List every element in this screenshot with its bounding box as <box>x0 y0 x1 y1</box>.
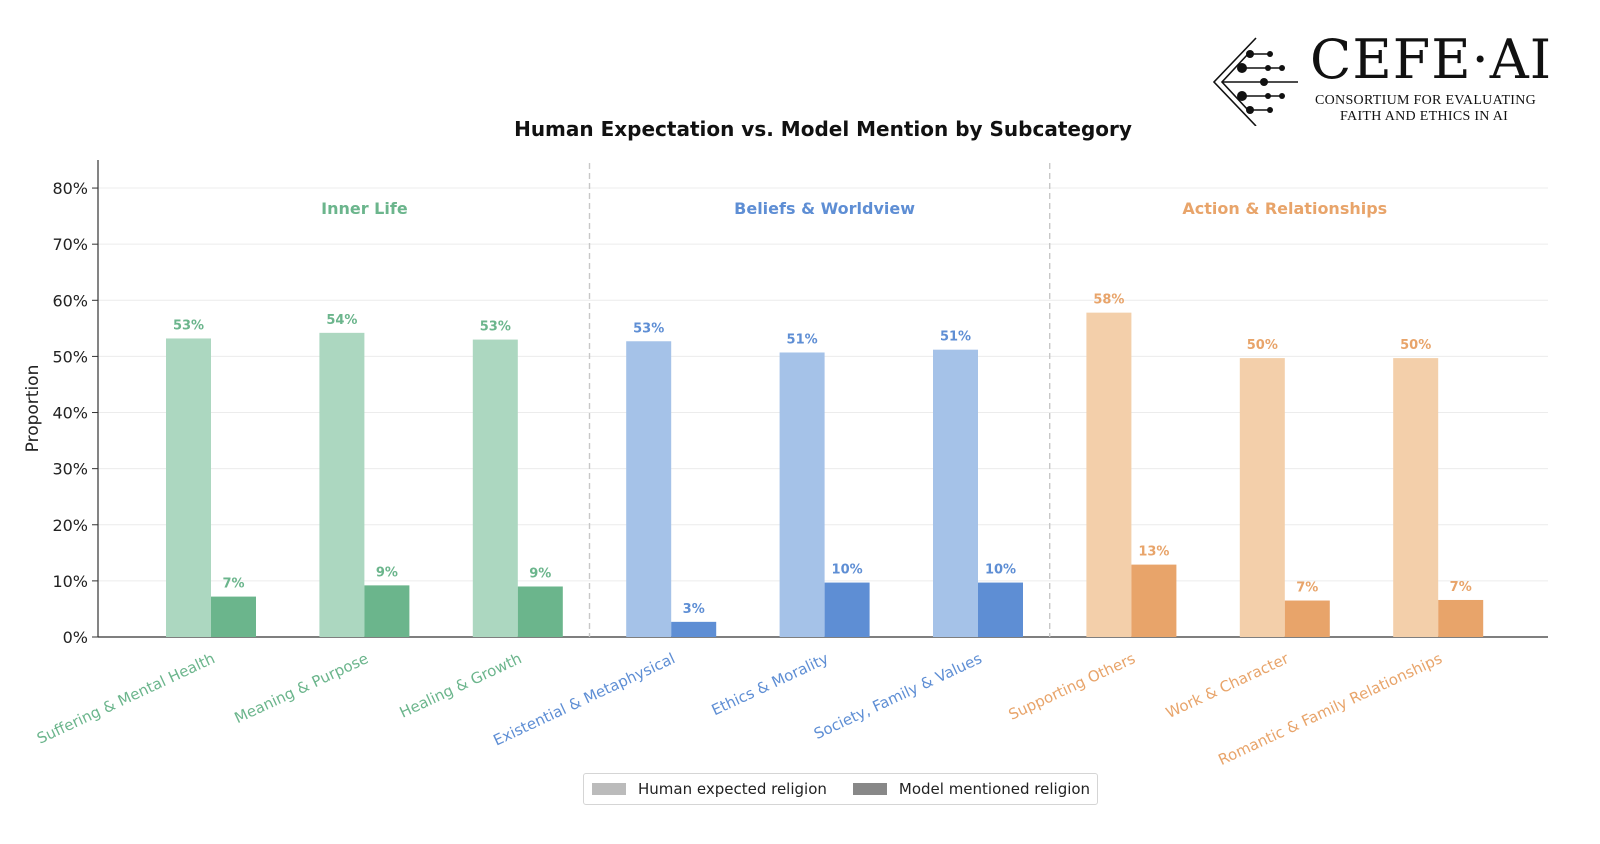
legend-swatch-model <box>852 783 887 795</box>
x-tick-label: Suffering & Mental Health <box>34 649 218 747</box>
y-tick-label: 50% <box>52 347 88 366</box>
y-tick-label: 0% <box>63 628 88 647</box>
legend-label-model: Model mentioned religion <box>898 780 1091 798</box>
human-value-label: 54% <box>326 313 357 328</box>
y-tick-label: 80% <box>52 179 88 198</box>
human-expected-bar <box>166 338 211 637</box>
group-label: Inner Life <box>321 199 408 218</box>
human-expected-bar <box>626 341 672 637</box>
model-value-label: 9% <box>529 566 551 581</box>
y-tick-label: 10% <box>52 572 88 591</box>
legend-swatch-human <box>592 783 626 795</box>
human-expected-bar <box>1393 358 1439 637</box>
y-tick-label: 20% <box>52 516 88 535</box>
x-tick-label: Healing & Growth <box>397 649 525 721</box>
model-mentioned-bar <box>1284 600 1330 637</box>
cefe-ai-logo: CEFE·AI CONSORTIUM FOR EVALUATING FAITH … <box>1210 30 1560 130</box>
legend-item-model: Model mentioned religion <box>852 780 1091 798</box>
human-value-label: 50% <box>1400 338 1431 353</box>
x-tick-label: Supporting Others <box>1006 649 1139 724</box>
human-expected-bar <box>1086 312 1132 637</box>
y-tick-label: 30% <box>52 460 88 479</box>
model-value-label: 3% <box>683 602 705 617</box>
model-mentioned-bar <box>364 585 410 637</box>
network-arrow-icon <box>1212 37 1298 126</box>
human-value-label: 50% <box>1247 338 1278 353</box>
human-value-label: 53% <box>173 318 204 333</box>
legend-label-human: Human expected religion <box>638 780 827 798</box>
human-expected-bar <box>472 339 518 637</box>
x-tick-label: Meaning & Purpose <box>232 649 371 727</box>
model-mentioned-bar <box>1438 599 1484 637</box>
group-label: Beliefs & Worldview <box>734 199 915 218</box>
human-value-label: 51% <box>787 332 818 347</box>
model-value-label: 10% <box>985 563 1016 578</box>
model-value-label: 9% <box>376 565 398 580</box>
y-axis-label: Proportion <box>23 365 43 453</box>
human-expected-bar <box>779 352 825 637</box>
human-value-label: 53% <box>480 320 511 335</box>
group-label: Action & Relationships <box>1182 199 1387 218</box>
human-expected-bar <box>319 332 365 637</box>
model-mentioned-bar <box>978 582 1023 637</box>
model-mentioned-bar <box>1131 564 1177 637</box>
human-expected-bar <box>933 349 978 637</box>
y-tick-label: 40% <box>52 404 88 423</box>
y-tick-label: 70% <box>52 235 88 254</box>
model-mentioned-bar <box>517 586 563 637</box>
chart-title: Human Expectation vs. Model Mention by S… <box>514 117 1132 141</box>
model-value-label: 13% <box>1138 545 1169 560</box>
chart-legend: Human expected religion Model mentioned … <box>583 773 1098 805</box>
human-value-label: 58% <box>1093 293 1124 308</box>
logo-subtitle-line1: CONSORTIUM FOR EVALUATING <box>1315 93 1537 108</box>
model-mentioned-bar <box>211 596 256 637</box>
model-mentioned-bar <box>671 621 717 637</box>
human-expected-bar <box>1239 358 1285 637</box>
legend-item-human: Human expected religion <box>592 780 827 798</box>
model-value-label: 7% <box>1296 581 1318 596</box>
x-tick-label: Society, Family & Values <box>811 649 985 743</box>
x-tick-label: Work & Character <box>1163 649 1292 722</box>
model-value-label: 10% <box>832 563 863 578</box>
y-tick-label: 60% <box>52 291 88 310</box>
human-value-label: 53% <box>633 321 664 336</box>
human-value-label: 51% <box>940 330 971 345</box>
model-mentioned-bar <box>824 582 870 637</box>
model-value-label: 7% <box>222 577 244 592</box>
logo-title: CEFE·AI <box>1310 28 1553 91</box>
x-tick-label: Ethics & Morality <box>709 649 832 719</box>
logo-subtitle-line2: FAITH AND ETHICS IN AI <box>1340 109 1509 124</box>
model-value-label: 7% <box>1450 580 1472 595</box>
